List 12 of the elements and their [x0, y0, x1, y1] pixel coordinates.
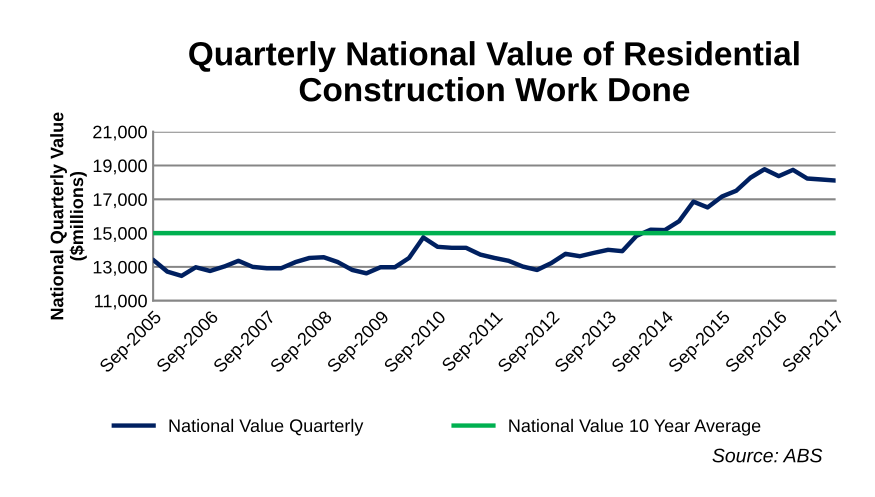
y-tick-label: 13,000: [94, 260, 147, 276]
source-note: Source: ABS: [712, 448, 822, 462]
y-tick-label: 17,000: [94, 193, 147, 208]
line-series: [153, 166, 836, 278]
y-axis-title: National Quarterly Value ($millions): [50, 112, 87, 320]
y-tick-label: 11,000: [95, 294, 147, 310]
y-tick-label: 19,000: [94, 159, 147, 174]
legend-label: National Value 10 Year Average: [509, 418, 760, 436]
y-tick-label: 21,000: [93, 126, 147, 141]
chart-title: Quarterly National Value of Residential Construction Work Done: [189, 41, 799, 102]
legend-label: National Value Quarterly: [169, 418, 364, 436]
y-tick-label: 15,000: [94, 227, 147, 242]
